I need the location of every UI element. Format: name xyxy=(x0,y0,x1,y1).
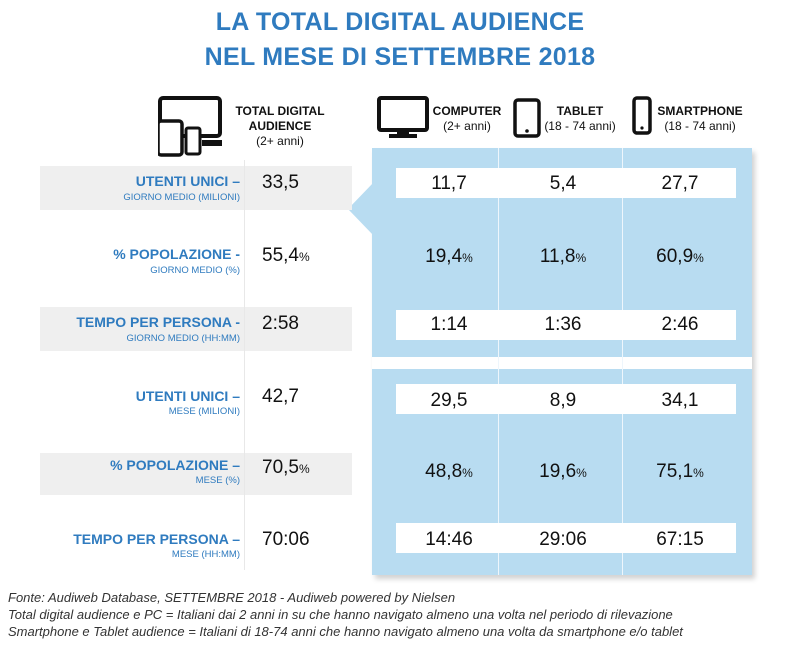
smartphone-icon xyxy=(632,96,652,135)
header-smartphone-sub: (18 - 74 anni) xyxy=(664,119,736,133)
header-total-name-1: TOTAL DIGITAL xyxy=(235,104,325,118)
row-label: TEMPO PER PERSONA – xyxy=(73,531,240,547)
footer-source: Fonte: Audiweb Database, SETTEMBRE 2018 … xyxy=(8,590,456,605)
tablet-value: 11,8% xyxy=(539,246,587,267)
smartphone-value: 34,1 xyxy=(661,390,699,411)
computer-value: 19,4% xyxy=(425,246,473,267)
smartphone-value: 67:15 xyxy=(656,529,704,550)
header-computer-sub: (2+ anni) xyxy=(443,119,491,133)
header-smartphone: SMARTPHONE (18 - 74 anni) xyxy=(652,104,748,134)
header-total: TOTAL DIGITAL AUDIENCE (2+ anni) xyxy=(230,104,330,149)
label-column-divider xyxy=(244,160,245,570)
row-sublabel: GIORNO MEDIO (HH:MM) xyxy=(126,333,240,344)
row-sublabel: MESE (MILIONI) xyxy=(168,406,240,417)
row-sublabel: MESE (%) xyxy=(195,475,240,486)
computer-value: 14:46 xyxy=(425,529,473,550)
chart-title-line-1: LA TOTAL DIGITAL AUDIENCE xyxy=(215,8,585,36)
row-label: TEMPO PER PERSONA - xyxy=(76,314,240,330)
section-divider xyxy=(372,357,752,369)
header-tablet-name: TABLET xyxy=(556,104,604,118)
chart-title-line-2: NEL MESE DI SETTEMBRE 2018 xyxy=(204,43,596,71)
row-label: % POPOLAZIONE – xyxy=(110,457,240,473)
highlight-cell xyxy=(396,310,736,340)
tablet-icon xyxy=(513,98,541,138)
footer-note-mobile: Smartphone e Tablet audience = Italiani … xyxy=(8,624,683,639)
highlight-cell xyxy=(396,168,736,198)
computer-value: 29,5 xyxy=(430,390,468,411)
computer-value: 48,8% xyxy=(425,461,473,482)
smartphone-value: 60,9% xyxy=(656,246,704,267)
header-total-sub: (2+ anni) xyxy=(256,134,304,148)
total-value: 70:06 xyxy=(262,529,310,550)
highlight-cell xyxy=(396,384,736,414)
total-value: 2:58 xyxy=(262,313,299,334)
total-value: 33,5 xyxy=(262,172,299,193)
tablet-value: 1:36 xyxy=(544,314,582,335)
header-tablet: TABLET (18 - 74 anni) xyxy=(538,104,622,134)
computer-value: 1:14 xyxy=(430,314,468,335)
monitor-icon xyxy=(377,96,429,138)
total-value: 55,4% xyxy=(262,245,310,266)
header-smartphone-name: SMARTPHONE xyxy=(657,104,743,118)
total-value: 42,7 xyxy=(262,386,299,407)
row-background xyxy=(40,166,352,210)
tablet-value: 29:06 xyxy=(539,529,587,550)
tablet-value: 5,4 xyxy=(549,173,577,194)
row-label: UTENTI UNICI – xyxy=(135,173,240,189)
column-divider xyxy=(622,148,623,575)
highlight-cell xyxy=(396,523,736,553)
header-computer: COMPUTER (2+ anni) xyxy=(430,104,504,134)
tablet-value: 19,6% xyxy=(539,461,587,482)
computer-value: 11,7 xyxy=(431,173,467,194)
tablet-value: 8,9 xyxy=(549,390,577,411)
smartphone-value: 27,7 xyxy=(661,173,699,194)
header-computer-name: COMPUTER xyxy=(432,104,502,118)
smartphone-value: 75,1% xyxy=(656,461,704,482)
row-sublabel: MESE (HH:MM) xyxy=(171,549,240,560)
row-background xyxy=(40,453,352,495)
row-sublabel: GIORNO MEDIO (%) xyxy=(150,265,240,276)
row-sublabel: GIORNO MEDIO (MILIONI) xyxy=(123,192,240,203)
row-background xyxy=(40,307,352,351)
row-label: UTENTI UNICI – xyxy=(135,388,240,404)
total-value: 70,5% xyxy=(262,457,310,478)
row-label: % POPOLAZIONE - xyxy=(113,246,240,262)
header-tablet-sub: (18 - 74 anni) xyxy=(544,119,616,133)
panel-pointer-arrow xyxy=(348,182,374,236)
smartphone-value: 2:46 xyxy=(661,314,699,335)
footer-note-pc: Total digital audience e PC = Italiani d… xyxy=(8,607,673,622)
multi-device-icon xyxy=(158,96,222,157)
column-divider xyxy=(498,148,499,575)
header-total-name-2: AUDIENCE xyxy=(248,119,312,133)
